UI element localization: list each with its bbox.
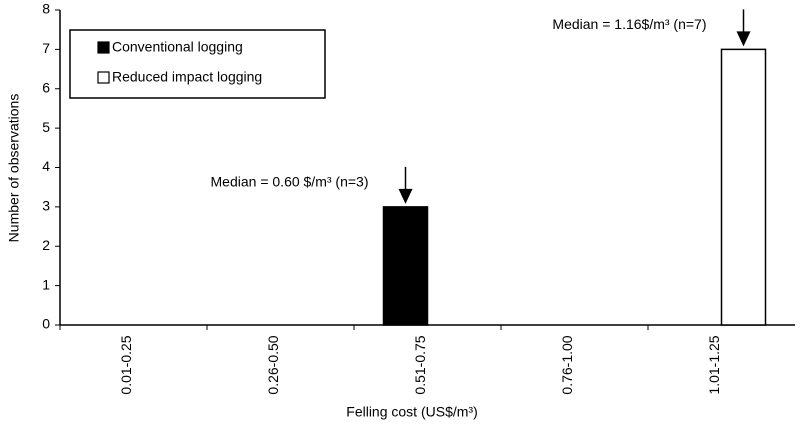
y-tick-label: 2 bbox=[42, 237, 50, 253]
x-tick-label: 0.51-0.75 bbox=[412, 335, 428, 394]
y-tick-label: 7 bbox=[42, 40, 50, 56]
x-tick-label: 0.26-0.50 bbox=[265, 335, 281, 394]
legend-swatch bbox=[97, 41, 110, 54]
y-tick-label: 0 bbox=[42, 316, 50, 332]
annotation: Median = 1.16$/m³ (n=7) bbox=[552, 16, 706, 32]
y-tick-label: 1 bbox=[42, 276, 50, 292]
bar bbox=[720, 48, 767, 326]
y-tick-label: 4 bbox=[42, 158, 50, 174]
arrow-head bbox=[736, 31, 751, 47]
annotation: Median = 0.60 $/m³ (n=3) bbox=[211, 174, 369, 190]
y-tick-label: 6 bbox=[42, 79, 50, 95]
y-tick-label: 3 bbox=[42, 198, 50, 214]
legend-swatch bbox=[97, 71, 110, 84]
bar bbox=[382, 206, 429, 326]
legend-label: Conventional logging bbox=[112, 39, 243, 55]
arrow-head bbox=[398, 188, 413, 204]
y-tick-label: 8 bbox=[42, 1, 50, 17]
y-axis-label: Number of observations bbox=[6, 94, 22, 243]
legend-box bbox=[69, 29, 326, 99]
x-tick-label: 1.01-1.25 bbox=[706, 335, 722, 394]
x-tick-label: 0.01-0.25 bbox=[118, 335, 134, 394]
legend-label: Reduced impact logging bbox=[112, 69, 262, 85]
x-tick-label: 0.76-1.00 bbox=[559, 335, 575, 394]
x-axis-label: Felling cost (US$/m³) bbox=[346, 404, 477, 420]
y-tick-label: 5 bbox=[42, 119, 50, 135]
